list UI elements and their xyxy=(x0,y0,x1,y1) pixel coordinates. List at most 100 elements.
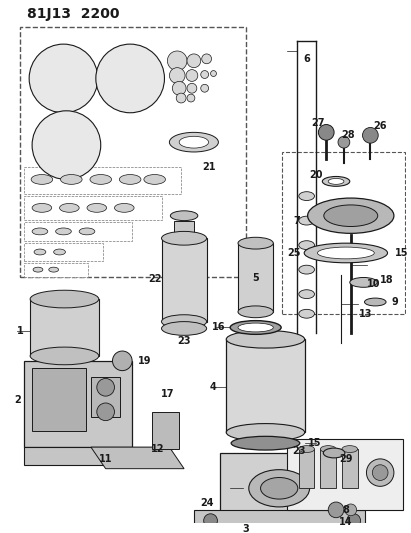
Ellipse shape xyxy=(299,265,314,274)
Text: 18: 18 xyxy=(380,276,394,286)
Text: 8: 8 xyxy=(342,505,349,515)
Text: 2: 2 xyxy=(14,395,21,405)
Circle shape xyxy=(319,125,334,140)
Ellipse shape xyxy=(30,290,99,308)
FancyBboxPatch shape xyxy=(24,222,132,241)
Bar xyxy=(320,449,336,488)
Ellipse shape xyxy=(169,132,218,152)
Text: 1: 1 xyxy=(17,326,24,336)
Ellipse shape xyxy=(170,211,198,221)
Bar xyxy=(152,412,179,449)
Ellipse shape xyxy=(304,243,388,263)
Ellipse shape xyxy=(307,198,394,233)
Text: 26: 26 xyxy=(374,120,387,131)
Ellipse shape xyxy=(317,247,374,259)
Ellipse shape xyxy=(238,323,273,332)
Bar xyxy=(174,221,194,238)
Circle shape xyxy=(187,94,195,102)
Ellipse shape xyxy=(54,249,65,255)
Bar xyxy=(30,299,99,356)
Text: 20: 20 xyxy=(310,169,323,180)
Ellipse shape xyxy=(144,174,166,184)
Circle shape xyxy=(367,459,394,486)
Text: 21: 21 xyxy=(202,161,215,172)
Text: 11: 11 xyxy=(99,454,112,464)
FancyBboxPatch shape xyxy=(24,243,103,261)
Text: 25: 25 xyxy=(287,248,300,258)
Ellipse shape xyxy=(49,267,59,272)
FancyBboxPatch shape xyxy=(24,167,181,194)
Text: 14: 14 xyxy=(339,516,353,527)
Polygon shape xyxy=(91,447,184,469)
Ellipse shape xyxy=(328,179,344,184)
Ellipse shape xyxy=(226,330,305,348)
Ellipse shape xyxy=(323,448,345,458)
Circle shape xyxy=(172,82,186,95)
Ellipse shape xyxy=(34,249,46,255)
Bar xyxy=(220,453,338,527)
Bar xyxy=(238,243,273,312)
Bar xyxy=(32,368,86,431)
Ellipse shape xyxy=(179,136,209,148)
Ellipse shape xyxy=(55,228,72,235)
FancyBboxPatch shape xyxy=(24,196,162,220)
Circle shape xyxy=(32,111,101,180)
Ellipse shape xyxy=(299,290,314,298)
Bar xyxy=(162,238,207,321)
FancyBboxPatch shape xyxy=(20,28,246,278)
Circle shape xyxy=(97,378,114,396)
Ellipse shape xyxy=(90,174,111,184)
Circle shape xyxy=(328,502,344,518)
Ellipse shape xyxy=(87,204,106,212)
Circle shape xyxy=(204,514,217,528)
Ellipse shape xyxy=(299,216,314,225)
Text: 28: 28 xyxy=(341,130,355,140)
Circle shape xyxy=(201,70,209,78)
Ellipse shape xyxy=(299,446,314,453)
Ellipse shape xyxy=(365,298,386,306)
Circle shape xyxy=(176,93,186,103)
Ellipse shape xyxy=(320,446,336,453)
Ellipse shape xyxy=(231,437,300,450)
Ellipse shape xyxy=(249,470,309,507)
Ellipse shape xyxy=(32,204,52,212)
Text: 81J13  2200: 81J13 2200 xyxy=(27,7,120,21)
Ellipse shape xyxy=(342,446,358,453)
Ellipse shape xyxy=(238,237,273,249)
Text: 5: 5 xyxy=(252,273,259,284)
Ellipse shape xyxy=(79,228,95,235)
Text: 6: 6 xyxy=(303,54,310,64)
Text: 19: 19 xyxy=(138,356,152,366)
Ellipse shape xyxy=(60,174,82,184)
Text: 29: 29 xyxy=(339,454,353,464)
Circle shape xyxy=(186,70,198,82)
Ellipse shape xyxy=(162,231,207,245)
Text: 23: 23 xyxy=(292,446,305,456)
Ellipse shape xyxy=(119,174,141,184)
Text: 12: 12 xyxy=(151,444,164,454)
Circle shape xyxy=(338,136,350,148)
Ellipse shape xyxy=(324,205,378,227)
Circle shape xyxy=(210,70,217,76)
Ellipse shape xyxy=(299,241,314,249)
Bar xyxy=(226,340,305,432)
Text: 13: 13 xyxy=(359,309,372,319)
Ellipse shape xyxy=(60,204,79,212)
Circle shape xyxy=(202,54,212,64)
Ellipse shape xyxy=(322,176,350,187)
Bar xyxy=(342,449,358,488)
Ellipse shape xyxy=(230,321,281,334)
Circle shape xyxy=(96,44,164,113)
Text: 27: 27 xyxy=(312,118,325,127)
Circle shape xyxy=(345,504,357,516)
Bar xyxy=(91,377,120,417)
Ellipse shape xyxy=(238,306,273,318)
Text: 16: 16 xyxy=(212,322,225,333)
Text: 3: 3 xyxy=(242,524,249,533)
Ellipse shape xyxy=(30,347,99,365)
Circle shape xyxy=(187,54,201,68)
Bar xyxy=(24,361,132,447)
Circle shape xyxy=(363,127,378,143)
Circle shape xyxy=(347,514,360,528)
Circle shape xyxy=(113,351,132,370)
